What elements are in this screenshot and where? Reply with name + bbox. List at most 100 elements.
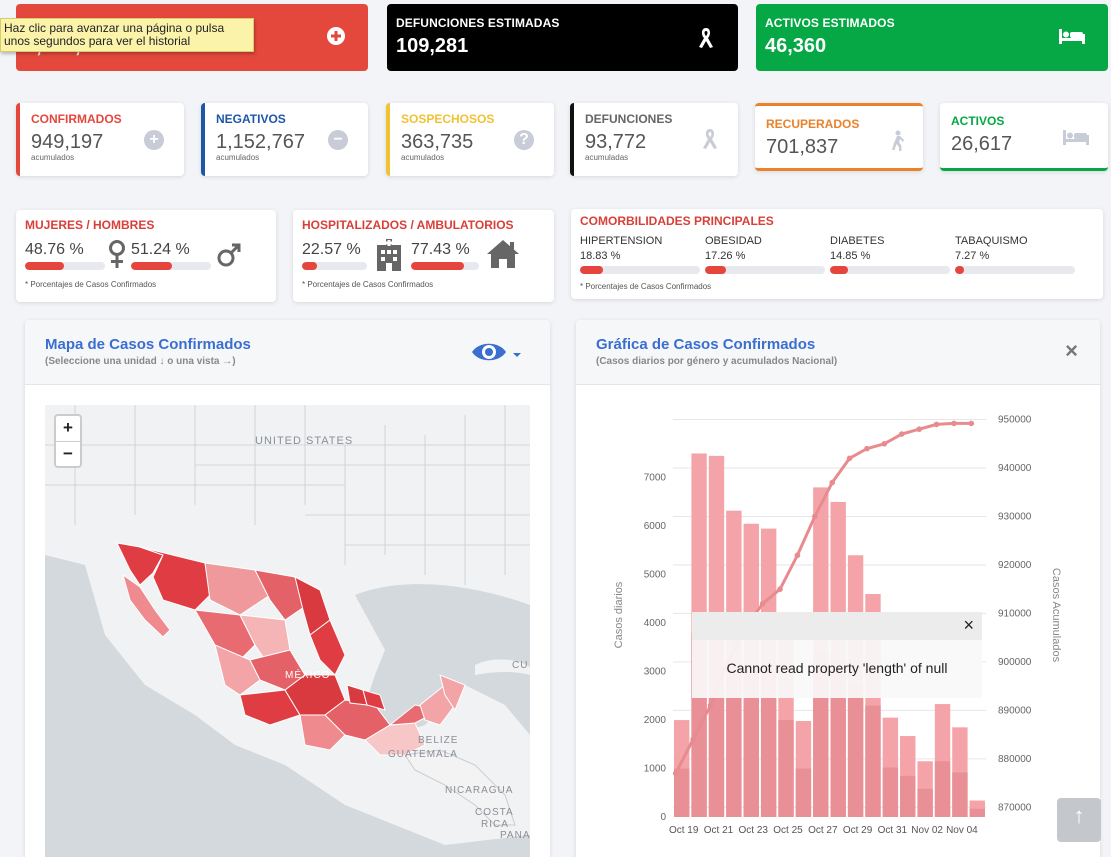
chart-panel: Gráfica de Casos Confirmados (Casos diar… (576, 320, 1100, 857)
map-panel: Mapa de Casos Confirmados (Seleccione un… (25, 320, 550, 857)
card-negativos[interactable]: NEGATIVOS 1,152,767 acumulados − (201, 103, 368, 176)
y-tick-label: 3000 (644, 667, 667, 678)
question-icon: ? (514, 130, 534, 150)
female-icon (108, 240, 126, 275)
bar (969, 808, 985, 817)
comorb-pct: 14.85 % (830, 250, 871, 262)
line-point (672, 770, 679, 777)
line-point (951, 420, 957, 427)
close-panel-button[interactable]: × (1065, 338, 1078, 363)
bar (865, 705, 881, 817)
note: * Porcentajes de Casos Confirmados (302, 280, 434, 289)
y-tick-label: 1000 (644, 764, 667, 775)
note: * Porcentajes de Casos Confirmados (25, 280, 157, 289)
comorb-bar (955, 266, 1075, 274)
line-point (881, 440, 888, 447)
scroll-top-button[interactable]: ↑ (1057, 798, 1101, 842)
card-value: 109,281 (396, 35, 469, 57)
men-bar (131, 262, 211, 270)
y-tick-label: 7000 (644, 473, 667, 484)
card-activos-estimados[interactable]: ACTIVOS ESTIMADOS 46,360 (756, 4, 1108, 71)
x-tick-label: Nov 02 (911, 825, 943, 836)
close-error-button[interactable]: × (963, 615, 974, 635)
card-label: HOSPITALIZADOS / AMBULATORIOS (302, 218, 514, 232)
plus-icon: + (144, 130, 164, 150)
card-recuperados[interactable]: RECUPERADOS 701,837 (755, 103, 923, 171)
x-tick-label: Oct 21 (704, 825, 734, 836)
bar (674, 768, 690, 817)
y2-tick-label: 940000 (998, 463, 1032, 474)
line-point (916, 426, 922, 433)
bar (726, 664, 742, 817)
y2-tick-label: 910000 (998, 608, 1032, 619)
map-canvas[interactable]: + − UNITED STATES MÉXICO BELIZE GUATEMAL… (45, 405, 530, 857)
panel-title: Mapa de Casos Confirmados (45, 336, 251, 353)
chart-panel-header: Gráfica de Casos Confirmados (Casos diar… (576, 320, 1100, 385)
comorb-bar (580, 266, 700, 274)
card-label: COMORBILIDADES PRINCIPALES (580, 214, 774, 228)
line-point (829, 479, 835, 486)
zoom-in-button[interactable]: + (63, 418, 73, 437)
x-tick-label: Oct 23 (739, 825, 769, 836)
amb-pct: 77.43 % (411, 241, 470, 258)
comorb-pct: 17.26 % (705, 250, 746, 262)
note: * Porcentajes de Casos Confirmados (580, 282, 712, 291)
bed-icon (1062, 127, 1090, 152)
map-label-nicaragua: NICARAGUA (445, 785, 514, 796)
bar (847, 683, 864, 817)
y-tick-label: 2000 (644, 715, 667, 726)
card-comorbidities: COMORBILIDADES PRINCIPALES HIPERTENSION … (571, 209, 1103, 299)
y-axis-label: Casos diarios (613, 581, 625, 648)
map-panel-header: Mapa de Casos Confirmados (Seleccione un… (25, 320, 550, 385)
amb-bar (411, 262, 479, 270)
hospital-icon (375, 239, 403, 276)
line-point (707, 702, 714, 709)
card-label: NEGATIVOS (216, 112, 286, 126)
card-defunciones-estimadas[interactable]: DEFUNCIONES ESTIMADAS 109,281 (387, 4, 738, 71)
bar (778, 720, 794, 817)
line-point (898, 431, 905, 437)
comorb-pct: 18.83 % (580, 250, 621, 262)
comorb-label: OBESIDAD (705, 235, 762, 247)
men-pct: 51.24 % (131, 241, 190, 258)
zoom-out-button[interactable]: − (56, 441, 80, 466)
x-tick-label: Oct 25 (773, 825, 803, 836)
error-header: × (692, 612, 982, 640)
line-point (968, 420, 975, 427)
map-label-guatemala: GUATEMALA (388, 749, 458, 760)
card-sub: acumulados (31, 153, 75, 162)
y-tick-label: 5000 (644, 570, 667, 581)
card-confirmados[interactable]: CONFIRMADOS 949,197 acumulados + (16, 103, 184, 176)
y-tick-label: 4000 (644, 618, 667, 629)
line-point (690, 736, 696, 743)
line-point (864, 445, 870, 452)
view-toggle-eye-icon[interactable] (470, 338, 522, 371)
bed-icon (1058, 26, 1086, 50)
card-value: 701,837 (766, 136, 839, 158)
hosp-pct: 22.57 % (302, 241, 361, 258)
card-label: CONFIRMADOS (31, 112, 122, 126)
bar (830, 661, 846, 817)
card-defunciones[interactable]: DEFUNCIONES 93,772 acumuladas (570, 103, 738, 176)
y2-tick-label: 950000 (998, 415, 1032, 426)
error-message: Cannot read property 'length' of null (726, 660, 948, 676)
y-tick-label: 6000 (644, 521, 667, 532)
home-icon (485, 238, 521, 275)
bar (743, 669, 759, 817)
map-label-panama: PANA (500, 830, 530, 841)
card-label: RECUPERADOS (766, 117, 860, 131)
y2-tick-label: 900000 (998, 657, 1032, 668)
x-tick-label: Nov 04 (946, 825, 978, 836)
line-point (933, 421, 940, 428)
male-icon (216, 242, 242, 273)
card-value: 93,772 (585, 131, 647, 153)
panel-subtitle: (Seleccione una unidad ↓ o una vista →) (45, 356, 236, 367)
card-activos[interactable]: ACTIVOS 26,617 (940, 103, 1108, 171)
card-hospitalization: HOSPITALIZADOS / AMBULATORIOS 22.57 % 77… (293, 210, 554, 302)
x-tick-label: Oct 31 (878, 825, 908, 836)
x-tick-label: Oct 29 (843, 825, 873, 836)
comorb-label: DIABETES (830, 235, 885, 247)
card-sospechosos[interactable]: SOSPECHOSOS 363,735 acumulados ? (386, 103, 554, 176)
y2-tick-label: 930000 (998, 511, 1032, 522)
card-value: 1,152,767 (216, 131, 305, 153)
